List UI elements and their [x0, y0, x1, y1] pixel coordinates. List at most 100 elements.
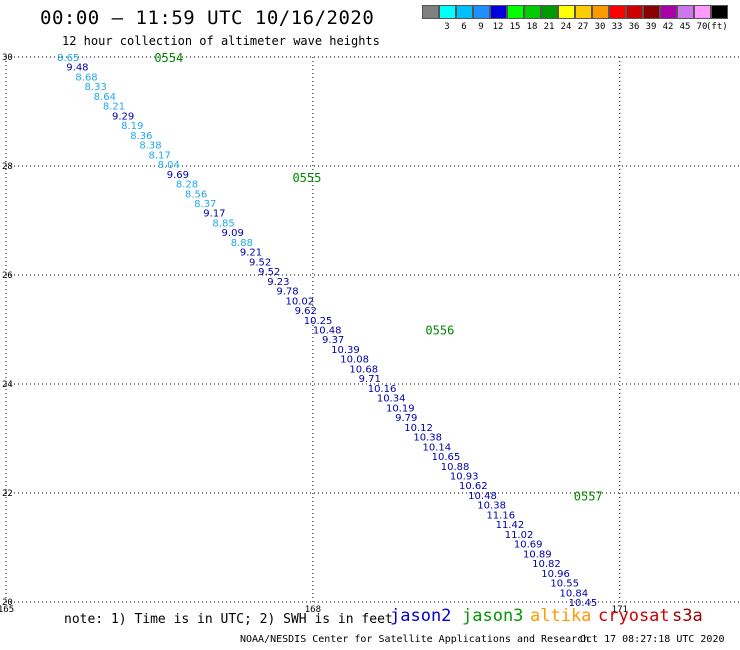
wave-height-value: 10.38 — [413, 433, 442, 444]
wave-height-value: 9.78 — [276, 287, 298, 298]
wave-height-value: 10.39 — [331, 345, 360, 356]
pass-time-label: 0557 — [574, 490, 603, 504]
lat-tick-label: 30 — [2, 53, 13, 63]
scale-label: 42 — [662, 22, 674, 32]
wave-height-value: 10.08 — [340, 355, 369, 366]
lon-tick-label: 168 — [305, 605, 321, 615]
altimeter-tracks: 8.659.488.688.338.648.219.298.198.368.38… — [57, 51, 603, 609]
satellite-legend-s3a: s3a — [672, 606, 703, 626]
scale-swatch — [490, 5, 507, 19]
satellite-legend-jason2: jason2 — [390, 606, 452, 626]
scale-swatch — [541, 5, 558, 19]
wave-height-value: 9.37 — [322, 335, 344, 346]
lat-tick-label: 20 — [2, 598, 13, 608]
scale-unit: (ft) — [706, 22, 728, 32]
credit-text: NOAA/NESDIS Center for Satellite Applica… — [240, 634, 590, 645]
wave-height-value: 9.69 — [167, 170, 189, 181]
note-text: note: 1) Time is in UTC; 2) SWH is in fe… — [64, 612, 393, 627]
lat-tick-label: 22 — [2, 489, 13, 499]
scale-label: 24 — [560, 22, 572, 32]
scale-label: 21 — [543, 22, 555, 32]
wave-height-value: 9.52 — [249, 257, 271, 268]
wave-height-value: 8.19 — [121, 121, 143, 132]
scale-swatch — [422, 5, 439, 19]
wave-height-value: 9.21 — [240, 248, 262, 259]
page-title: 00:00 – 11:59 UTC 10/16/2020 — [40, 7, 375, 29]
satellite-legend-altika: altika — [530, 606, 592, 626]
wave-height-value: 10.84 — [560, 588, 589, 599]
scale-label: 39 — [645, 22, 657, 32]
generated-timestamp: Oct 17 08:27:18 UTC 2020 — [580, 634, 725, 645]
wave-height-value: 9.29 — [112, 111, 134, 122]
wave-height-value: 11.02 — [505, 530, 534, 541]
wave-height-value: 8.04 — [158, 160, 180, 171]
pass-time-label: 0555 — [292, 171, 321, 185]
scale-label: 70 — [696, 22, 708, 32]
scale-label: 15 — [509, 22, 521, 32]
wave-height-value: 11.42 — [496, 520, 525, 531]
scale-swatch — [558, 5, 575, 19]
wave-height-value: 10.25 — [304, 316, 333, 327]
wave-height-value: 9.09 — [222, 228, 244, 239]
scale-label: 27 — [577, 22, 589, 32]
scale-swatch — [592, 5, 609, 19]
wave-height-value: 10.12 — [404, 423, 433, 434]
scale-swatch — [609, 5, 626, 19]
satellite-legend-jason3: jason3 — [462, 606, 524, 626]
scale-label: 12 — [492, 22, 504, 32]
wave-height-value: 10.69 — [514, 540, 543, 551]
wave-height-value: 10.48 — [313, 326, 342, 337]
map-grid — [5, 56, 740, 603]
scale-label: 33 — [611, 22, 623, 32]
wave-height-value: 8.37 — [194, 199, 216, 210]
wave-height-value: 8.64 — [94, 92, 116, 103]
lon-tick-label: 171 — [612, 605, 628, 615]
wave-height-value: 10.14 — [423, 442, 452, 453]
scale-swatch — [626, 5, 643, 19]
wave-height-value: 8.28 — [176, 180, 198, 191]
wave-height-value: 8.85 — [212, 218, 234, 229]
scale-label: 45 — [679, 22, 691, 32]
wave-height-value: 8.68 — [75, 72, 97, 83]
wave-height-value: 10.88 — [441, 462, 470, 473]
wave-height-value: 9.52 — [258, 267, 280, 278]
lat-tick-label: 26 — [2, 271, 13, 281]
scale-swatch — [694, 5, 711, 19]
wave-height-value: 9.71 — [359, 374, 381, 385]
scale-swatch — [439, 5, 456, 19]
scale-swatch — [507, 5, 524, 19]
scale-swatch — [575, 5, 592, 19]
wave-height-value: 8.56 — [185, 189, 207, 200]
scale-swatch — [473, 5, 490, 19]
pass-time-label: 0554 — [154, 51, 183, 65]
wave-height-value: 10.65 — [432, 452, 461, 463]
scale-label: 30 — [594, 22, 606, 32]
wave-height-value: 10.02 — [285, 296, 314, 307]
scale-swatch — [456, 5, 473, 19]
wave-height-value: 10.96 — [541, 569, 570, 580]
lat-tick-label: 28 — [2, 162, 13, 172]
wave-height-value: 10.68 — [349, 364, 378, 375]
wave-height-value: 9.23 — [267, 277, 289, 288]
track-west: 8.659.488.688.338.648.219.298.198.368.38… — [57, 51, 603, 609]
wave-height-value: 9.48 — [66, 63, 88, 74]
scale-swatch — [660, 5, 677, 19]
wave-height-value: 10.62 — [459, 481, 488, 492]
scale-label: 9 — [478, 22, 484, 32]
wave-height-value: 10.34 — [377, 394, 406, 405]
wave-height-value: 11.16 — [486, 510, 515, 521]
wave-height-value: 10.48 — [468, 491, 497, 502]
page-subtitle: 12 hour collection of altimeter wave hei… — [62, 34, 380, 48]
scale-label: 18 — [526, 22, 538, 32]
scale-swatch — [524, 5, 541, 19]
wave-height-value: 8.17 — [148, 150, 170, 161]
wave-height-value: 10.45 — [569, 598, 598, 609]
map-tick-labels: 165168171174177302826242220 — [0, 53, 628, 615]
wave-height-value: 10.82 — [532, 559, 561, 570]
wave-height-value: 10.93 — [450, 471, 479, 482]
wave-height-value: 8.88 — [231, 238, 253, 249]
lat-tick-label: 24 — [2, 380, 13, 390]
scale-swatch — [711, 5, 728, 19]
wave-height-value: 10.55 — [550, 579, 579, 590]
wave-height-value: 10.16 — [368, 384, 397, 395]
